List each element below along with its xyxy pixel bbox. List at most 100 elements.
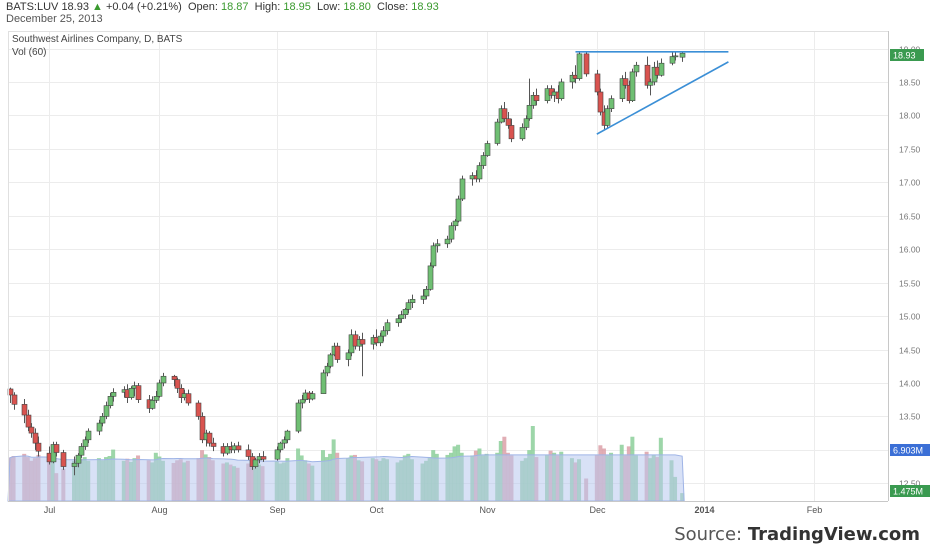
candle-up (103, 405, 110, 417)
x-tick-label: Jul (44, 505, 56, 515)
candle-up (78, 446, 85, 456)
candle-up (679, 52, 686, 58)
low-label: Low: (317, 1, 341, 13)
candles (7, 51, 686, 476)
candle-up (672, 55, 679, 58)
candle-down (235, 445, 242, 451)
candle-up (299, 399, 306, 404)
candle-up (380, 330, 387, 337)
candle-down (35, 442, 42, 452)
candle-down (60, 452, 67, 467)
candle-up (519, 127, 526, 140)
candle-up (96, 422, 103, 432)
candle-up (71, 462, 78, 467)
candle-up (608, 98, 615, 109)
candle-down (25, 414, 32, 428)
source-prefix: Source: (674, 524, 748, 545)
candle-up (153, 396, 160, 401)
y-tick-label: 17.00 (899, 178, 921, 188)
candle-up (523, 118, 530, 128)
x-tick-label: 2014 (694, 505, 714, 515)
candle-down (594, 73, 601, 93)
candle-up (395, 318, 402, 324)
candle-down (199, 416, 206, 441)
candle-up (423, 288, 430, 297)
candle-down (28, 426, 35, 434)
candle-down (505, 118, 512, 126)
candle-down (21, 404, 28, 416)
up-arrow-icon: ▲ (92, 1, 103, 13)
candle-up (398, 314, 405, 320)
candle-up (327, 354, 334, 367)
y-tick-label: 15.50 (899, 279, 921, 289)
candle-down (185, 393, 192, 404)
candle-up (604, 108, 611, 126)
y-tick-label: 16.50 (899, 212, 921, 222)
candle-up (277, 442, 284, 451)
candle-up (82, 439, 89, 447)
y-tick-label: 13.50 (899, 412, 921, 422)
candle-up (99, 416, 106, 424)
y-tick-label: 14.50 (899, 346, 921, 356)
candle-down (32, 432, 39, 444)
candle-down (135, 385, 142, 400)
candle-up (658, 62, 665, 76)
candle-down (210, 442, 217, 447)
volume-ma-tag-box (890, 444, 930, 456)
low-value: 18.80 (343, 1, 371, 13)
candle-up (430, 245, 437, 267)
last-price: 18.93 (61, 1, 89, 13)
x-tick-labels: Jul Aug Sep Oct Nov Dec 2014 Feb (44, 505, 823, 515)
high-value: 18.95 (283, 1, 311, 13)
candle-up (647, 81, 654, 86)
quote-header: BATS:LUV 18.93 ▲ +0.04 (+0.21%) Open: 18… (6, 1, 439, 25)
candle-down (359, 339, 366, 345)
candle-up (409, 299, 416, 303)
candle-down (174, 379, 181, 389)
candle-up (320, 372, 327, 394)
volume-last-tag-box (890, 485, 930, 497)
candle-up (309, 393, 316, 400)
candle-down (245, 449, 252, 457)
quote-date: December 25, 2013 (6, 13, 103, 25)
volume-ma-tag-text: 6.903M (893, 446, 923, 456)
candle-up (281, 439, 288, 444)
volume-last-tag: 1.475M (890, 485, 930, 497)
candle-up (427, 265, 434, 290)
candle-down (171, 375, 178, 380)
change-value: +0.04 (+0.21%) (105, 1, 182, 13)
candle-up (420, 295, 427, 300)
y-tick-label: 14.00 (899, 379, 921, 389)
candle-up (160, 375, 167, 384)
candle-up (484, 143, 491, 156)
x-tick-label: Aug (151, 505, 167, 515)
source-credit: Source: TradingView.com (674, 524, 920, 545)
last-price-tag-box (890, 49, 924, 61)
candle-up (252, 459, 259, 467)
y-tick-label: 16.00 (899, 245, 921, 255)
candle-down (583, 53, 590, 75)
close-label: Close: (377, 1, 409, 13)
candle-up (295, 402, 302, 432)
candle-up (459, 178, 466, 200)
candle-up (156, 382, 163, 397)
x-tick-label: Oct (369, 505, 384, 515)
candle-up (526, 105, 533, 120)
y-tick-label: 18.50 (899, 78, 921, 88)
last-price-tag-text: 18.93 (893, 51, 916, 61)
candle-up (576, 53, 583, 79)
volume-last-tag-text: 1.475M (893, 487, 923, 497)
x-tick-label: Feb (807, 505, 823, 515)
y-tick-labels: 12.5013.0013.5014.0014.5015.0015.5016.00… (899, 45, 921, 489)
last-price-tag: 18.93 (890, 49, 924, 61)
candle-up (455, 198, 462, 222)
candle-down (334, 345, 341, 360)
candle-up (402, 309, 409, 316)
candle-up (345, 352, 352, 360)
candle-up (284, 430, 291, 441)
candle-down (53, 444, 60, 453)
candle-up (107, 396, 114, 406)
symbol-label: BATS:LUV (6, 1, 59, 13)
candle-up (384, 322, 391, 332)
